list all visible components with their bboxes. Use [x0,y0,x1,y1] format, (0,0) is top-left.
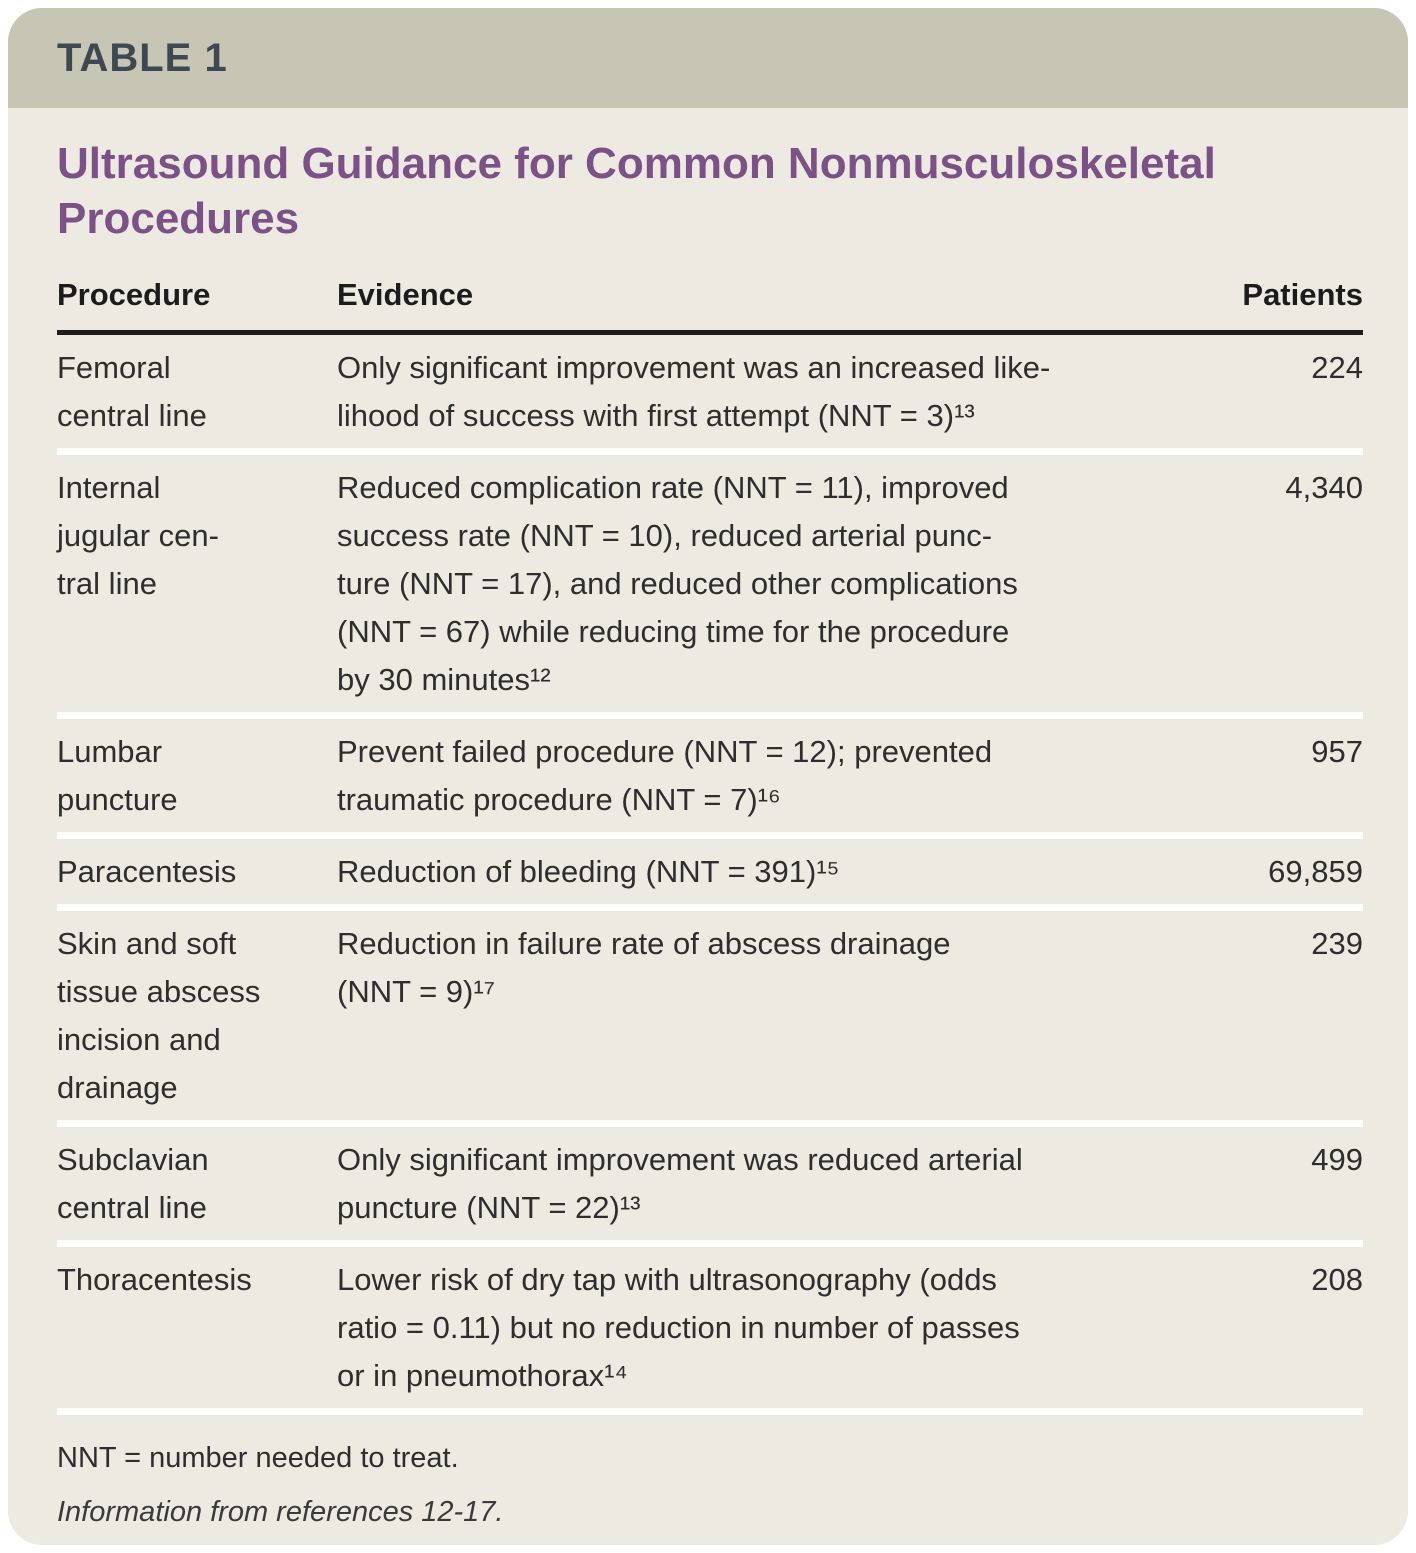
patients-cell: 208 [1311,1262,1363,1297]
table-row: Paracentesis Reduction of bleeding (NNT … [57,839,1363,911]
patients-cell: 499 [1311,1142,1363,1177]
patients-cell: 957 [1311,734,1363,769]
column-header-patients: Patients [1242,277,1363,312]
table-tag: TABLE 1 [57,35,228,80]
procedure-cell: Subclavian central line [57,1142,209,1225]
column-header-evidence: Evidence [337,277,474,312]
table-row: Lumbar puncture Prevent failed procedure… [57,719,1363,839]
evidence-cell: Reduction of bleeding (NNT = 391)¹⁵ [337,854,840,889]
table-column-headers: Procedure Evidence Patients [57,268,1363,335]
procedure-cell: Lumbar puncture [57,734,178,817]
evidence-cell: Only significant improvement was reduced… [337,1142,1023,1225]
evidence-cell: Reduction in failure rate of abscess dra… [337,926,951,1009]
table-card-body: Ultrasound Guidance for Common Nonmuscul… [8,108,1408,1531]
table-row: Thoracentesis Lower risk of dry tap with… [57,1247,1363,1415]
procedure-cell: Paracentesis [57,854,237,889]
patients-cell: 4,340 [1285,470,1363,505]
procedure-cell: Thoracentesis [57,1262,252,1297]
evidence-cell: Reduced complication rate (NNT = 11), im… [337,470,1018,697]
evidence-cell: Prevent failed procedure (NNT = 12); pre… [337,734,993,817]
table-row: Internal jugular cen- tral line Reduced … [57,455,1363,719]
procedure-cell: Femoral central line [57,350,207,433]
table-row: Skin and soft tissue abscess incision an… [57,911,1363,1127]
table-footnotes: NNT = number needed to treat. Informatio… [57,1415,1363,1531]
evidence-cell: Only significant improvement was an incr… [337,350,1051,433]
evidence-cell: Lower risk of dry tap with ultrasonograp… [337,1262,1020,1393]
table-row: Femoral central line Only significant im… [57,335,1363,455]
table-title: Ultrasound Guidance for Common Nonmuscul… [57,139,1216,243]
patients-cell: 239 [1311,926,1363,961]
abbreviation-note: NNT = number needed to treat. [57,1442,459,1474]
table-header-bar: TABLE 1 [8,8,1408,108]
table-card: TABLE 1 Ultrasound Guidance for Common N… [8,8,1408,1545]
patients-cell: 69,859 [1268,854,1363,889]
column-header-procedure: Procedure [57,277,211,312]
procedure-cell: Internal jugular cen- tral line [57,470,219,601]
table-row: Subclavian central line Only significant… [57,1127,1363,1247]
source-note: Information from references 12-17. [57,1496,504,1528]
procedure-cell: Skin and soft tissue abscess incision an… [57,926,261,1105]
patients-cell: 224 [1311,350,1363,385]
